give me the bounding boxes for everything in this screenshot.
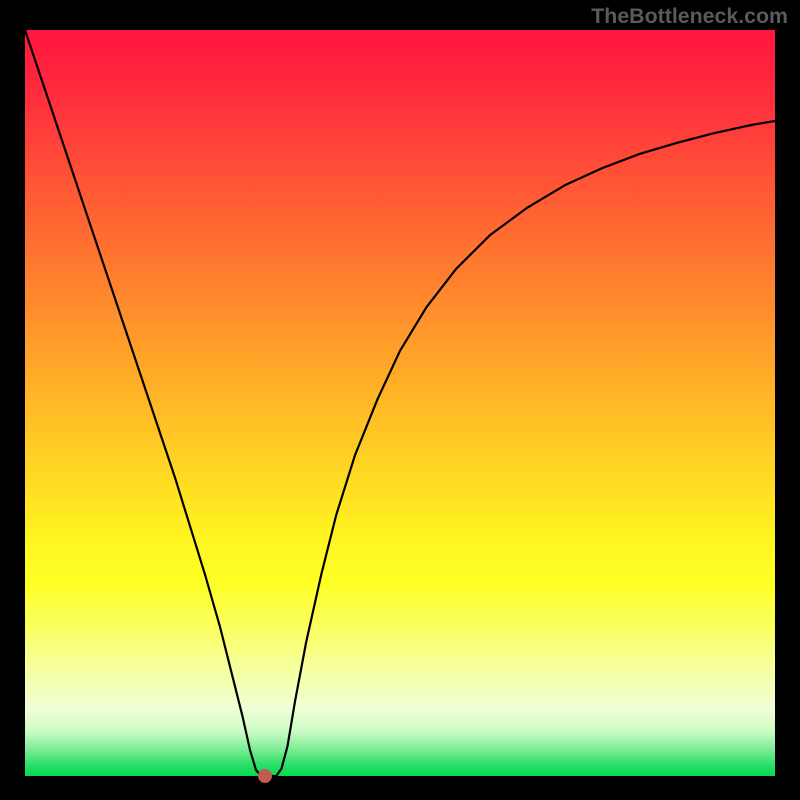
bottleneck-curve	[25, 30, 775, 776]
optimal-point-marker	[259, 770, 272, 783]
chart-plot-area	[25, 30, 775, 776]
curve-path	[25, 30, 775, 776]
watermark-text: TheBottleneck.com	[591, 4, 788, 29]
